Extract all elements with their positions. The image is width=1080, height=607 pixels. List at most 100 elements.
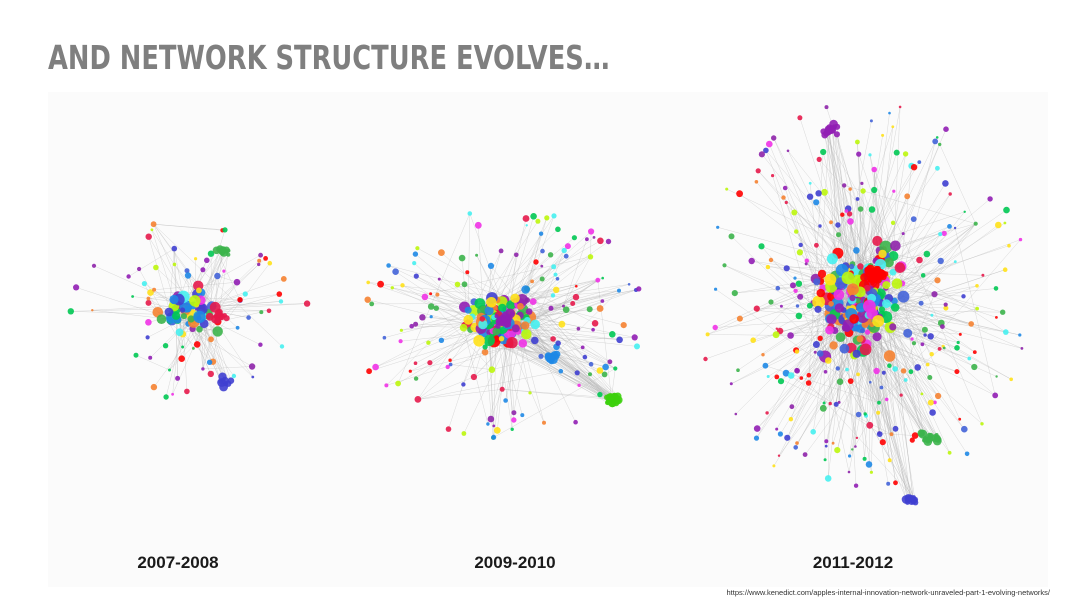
network-node <box>856 151 862 157</box>
network-node <box>968 321 974 327</box>
network-node <box>538 231 544 236</box>
network-node <box>242 291 248 297</box>
network-node <box>812 295 825 309</box>
network-node <box>954 369 960 375</box>
network-node <box>793 288 798 293</box>
network-node <box>758 151 766 158</box>
network-node <box>818 224 822 228</box>
network-node <box>555 226 561 233</box>
network-node <box>1000 309 1006 315</box>
network-node <box>935 392 942 400</box>
network-node <box>947 450 952 455</box>
network-node <box>954 345 960 351</box>
network-node <box>551 264 557 270</box>
network-node <box>1018 333 1022 337</box>
network-node <box>222 269 226 273</box>
network-node <box>617 288 621 293</box>
network-node <box>500 321 506 327</box>
network-node <box>825 357 832 364</box>
network-node <box>529 298 537 305</box>
network-node <box>156 314 167 325</box>
network-node <box>145 299 152 306</box>
period-label-2009-2010: 2009-2010 <box>474 553 556 572</box>
network-node <box>771 135 777 141</box>
network-node <box>525 224 528 227</box>
network-node <box>779 304 783 308</box>
network-node <box>864 284 871 292</box>
network-node <box>509 311 515 316</box>
network-node <box>897 290 910 303</box>
network-node <box>162 343 169 349</box>
network-node <box>766 375 770 378</box>
network-node <box>468 305 480 317</box>
network-node <box>184 272 192 279</box>
network-node <box>881 133 885 137</box>
network-node <box>205 312 214 321</box>
network-node <box>1007 243 1011 248</box>
network-node <box>871 186 878 194</box>
network-node <box>784 434 791 441</box>
network-node <box>193 310 206 324</box>
network-node <box>828 301 834 307</box>
network-node <box>908 369 914 375</box>
network-node <box>815 190 822 197</box>
network-node <box>887 363 892 369</box>
network-node <box>883 257 894 268</box>
network-node <box>522 215 530 222</box>
network-node <box>847 378 854 384</box>
network-node <box>805 380 812 386</box>
network-node <box>605 238 612 245</box>
network-node <box>474 221 482 229</box>
network-node <box>470 373 477 381</box>
network-node <box>783 265 790 272</box>
network-node <box>790 282 796 289</box>
network-node <box>558 368 564 374</box>
network-node <box>145 319 152 326</box>
source-url: https://www.kenedict.com/apples-internal… <box>726 588 1050 597</box>
network-node <box>882 299 891 308</box>
network-node <box>609 331 616 338</box>
network-node <box>372 363 379 371</box>
network-node <box>580 345 585 350</box>
network-node <box>917 429 925 437</box>
network-node <box>793 445 798 450</box>
network-node <box>722 263 727 268</box>
network-node <box>844 209 849 213</box>
network-node <box>435 292 440 297</box>
network-node <box>222 227 228 233</box>
network-node <box>868 153 872 157</box>
network-node <box>865 461 873 468</box>
network-node <box>530 279 534 284</box>
network-node <box>910 337 914 341</box>
network-node <box>592 236 596 239</box>
network-node <box>884 397 889 402</box>
network-node <box>558 320 566 328</box>
network-node <box>413 321 419 327</box>
network-node <box>181 345 185 349</box>
network-node <box>890 220 896 225</box>
network-node <box>582 354 588 360</box>
network-node <box>794 229 799 234</box>
network-node <box>958 417 962 421</box>
network-node <box>765 264 771 270</box>
network-node <box>876 410 881 415</box>
network-node <box>748 257 755 265</box>
network-node <box>548 305 554 311</box>
network-node <box>854 445 857 448</box>
network-node <box>774 374 780 380</box>
network-node <box>835 366 840 371</box>
network-node <box>595 277 601 283</box>
network-node <box>833 289 845 301</box>
network-node <box>958 332 962 336</box>
network-node <box>795 304 800 308</box>
network-node <box>246 315 251 320</box>
network-node <box>775 427 779 431</box>
network-node <box>221 376 229 384</box>
network-node <box>762 362 769 369</box>
network-node <box>498 336 505 342</box>
network-node <box>168 368 171 372</box>
network-node <box>150 228 154 232</box>
network-node <box>596 367 604 374</box>
network-node <box>824 439 829 444</box>
network-node <box>145 233 152 240</box>
